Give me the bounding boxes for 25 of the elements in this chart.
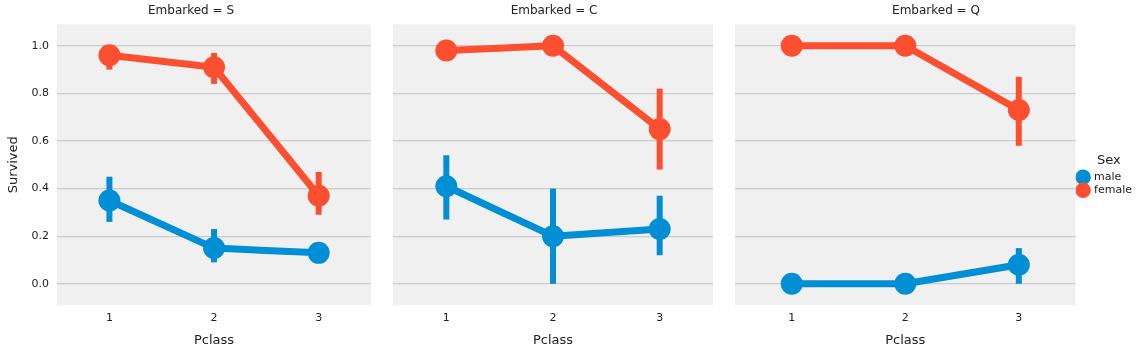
y-tick-label: 1.0 [31, 38, 50, 52]
chart-title: Embarked = C [510, 3, 598, 18]
x-tick-label: 2 [549, 310, 557, 324]
y-tick-label: 0.0 [31, 276, 50, 290]
legend-label: female [1094, 183, 1133, 197]
x-axis-title: Pclass [532, 331, 574, 347]
x-tick-label: 3 [1015, 310, 1023, 324]
x-tick-label: 1 [788, 310, 796, 324]
x-tick-label: 1 [442, 310, 450, 324]
x-axis-title: Pclass [885, 331, 926, 347]
x-tick-label: 3 [656, 310, 664, 324]
y-tick-label: 0.6 [31, 133, 50, 147]
legend-title: Sex [1096, 152, 1121, 168]
x-tick-label: 2 [901, 310, 909, 324]
x-tick-label: 1 [105, 310, 113, 324]
legend-label: male [1094, 170, 1122, 184]
x-axis-title: Pclass [193, 331, 235, 347]
y-tick-label: 0.8 [31, 86, 50, 100]
x-tick-label: 2 [210, 310, 218, 324]
y-axis-title: Survived [5, 136, 21, 194]
y-tick-label: 0.4 [31, 181, 50, 195]
y-tick-label: 0.2 [31, 229, 50, 243]
chart-title: Embarked = Q [892, 3, 980, 18]
x-tick-label: 3 [315, 310, 323, 324]
chart-title: Embarked = S [148, 3, 234, 18]
